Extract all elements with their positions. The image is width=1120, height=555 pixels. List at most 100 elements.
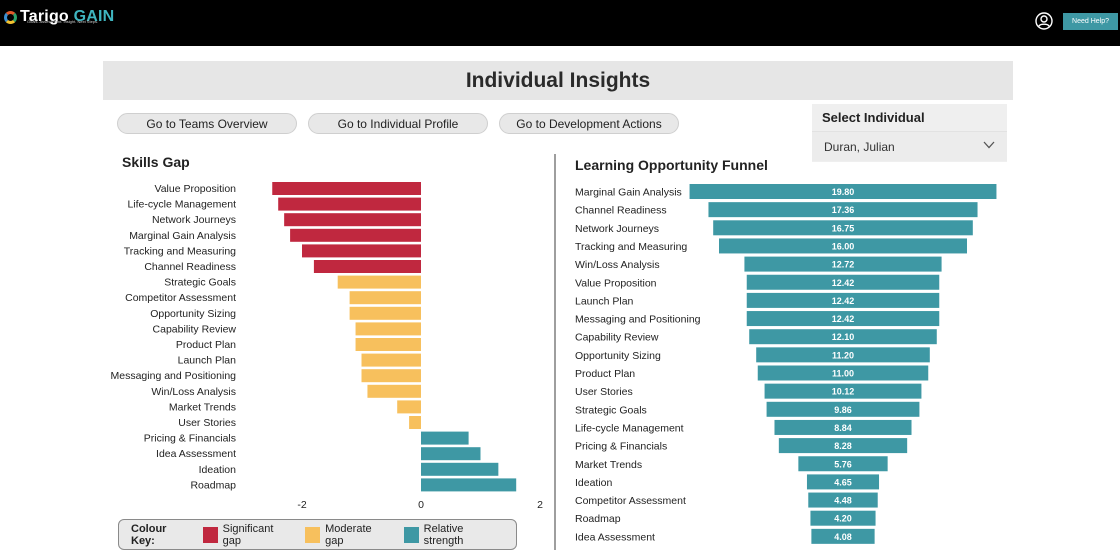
funnel-bar[interactable] [746, 311, 940, 327]
skills-gap-bar[interactable] [421, 447, 481, 461]
funnel-label: Idea Assessment [575, 531, 655, 543]
teams-overview-button[interactable]: Go to Teams Overview [117, 113, 297, 134]
funnel-bar[interactable] [756, 347, 930, 363]
funnel-bar[interactable] [713, 220, 973, 236]
skills-gap-bar[interactable] [313, 260, 421, 273]
funnel-value-label: 8.28 [834, 441, 852, 451]
funnel-value-label: 16.00 [832, 241, 855, 251]
skills-gap-label: Launch Plan [178, 355, 237, 367]
funnel-label: Pricing & Financials [575, 441, 667, 453]
funnel-bar[interactable] [719, 238, 967, 254]
funnel-bar[interactable] [764, 383, 922, 399]
skills-gap-bar[interactable] [272, 182, 421, 195]
funnel-value-label: 11.00 [832, 369, 854, 379]
funnel-bar[interactable] [746, 274, 940, 290]
funnel-label: Strategic Goals [575, 404, 647, 416]
select-individual-panel: Select Individual Duran, Julian [812, 104, 1007, 162]
key-moderate: Moderate gap [305, 523, 388, 547]
logo-ring-icon [4, 10, 17, 24]
funnel-value-label: 12.72 [832, 260, 855, 270]
funnel-label: Tracking and Measuring [575, 241, 687, 253]
funnel-label: Product Plan [575, 368, 635, 380]
skills-gap-chart: Value Proposition Life-cycle Management Ne… [111, 182, 543, 511]
funnel-bar[interactable] [806, 474, 880, 490]
funnel-value-label: 8.84 [834, 423, 852, 433]
funnel-label: Marginal Gain Analysis [575, 187, 682, 199]
skills-gap-label: Product Plan [176, 339, 236, 351]
key-significant: Significant gap [202, 523, 289, 547]
need-help-button[interactable]: Need Help? [1063, 13, 1118, 30]
funnel-label: Ideation [575, 477, 613, 489]
funnel-bar[interactable] [811, 528, 875, 544]
skills-gap-label: Competitor Assessment [125, 292, 236, 304]
skills-gap-label: User Stories [178, 417, 236, 429]
skills-gap-bar[interactable] [337, 275, 421, 289]
skills-gap-label: Capability Review [153, 323, 237, 335]
funnel-bar[interactable] [689, 184, 997, 199]
skills-gap-tick-label: 0 [418, 499, 424, 511]
skills-gap-bar[interactable] [355, 338, 421, 351]
funnel-value-label: 4.65 [834, 477, 852, 487]
funnel-title: Learning Opportunity Funnel [575, 157, 768, 173]
skills-gap-bar[interactable] [290, 228, 421, 242]
skills-gap-label: Strategic Goals [164, 277, 236, 289]
funnel-value-label: 4.48 [834, 496, 852, 506]
funnel-bar[interactable] [808, 492, 878, 508]
skills-gap-bar[interactable] [349, 306, 421, 320]
funnel-value-label: 4.20 [834, 514, 852, 524]
section-divider [554, 154, 556, 550]
individual-profile-button[interactable]: Go to Individual Profile [308, 113, 488, 134]
funnel-value-label: 12.42 [832, 278, 855, 288]
development-actions-button[interactable]: Go to Development Actions [499, 113, 679, 134]
skills-gap-bar[interactable] [409, 416, 421, 429]
skills-gap-label: Value Proposition [154, 183, 236, 195]
funnel-value-label: 10.12 [832, 387, 855, 397]
skills-gap-bar[interactable] [361, 353, 422, 367]
skills-gap-bar[interactable] [421, 431, 469, 445]
funnel-label: Opportunity Sizing [575, 350, 661, 362]
skills-gap-label: Life-cycle Management [127, 199, 236, 211]
funnel-bar[interactable] [744, 256, 942, 272]
skills-gap-bar[interactable] [421, 478, 517, 492]
skills-gap-label: Channel Readiness [144, 261, 236, 273]
skills-gap-bar[interactable] [349, 291, 421, 305]
individual-dropdown[interactable]: Duran, Julian [812, 131, 1007, 161]
learning-funnel-chart: Marginal Gain Analysis 19.80 Channel Readi… [575, 184, 997, 544]
funnel-bar[interactable] [778, 438, 908, 454]
funnel-label: Value Proposition [575, 277, 657, 289]
funnel-value-label: 4.08 [834, 532, 852, 542]
skills-gap-tick-label: -2 [297, 499, 306, 511]
funnel-bar[interactable] [798, 456, 888, 472]
funnel-bar[interactable] [810, 510, 876, 526]
brand-name: Tarigo GAIN [20, 8, 115, 25]
skills-gap-label: Marginal Gain Analysis [129, 230, 236, 242]
select-individual-title: Select Individual [822, 110, 925, 125]
colour-key-title: Colour Key: [131, 522, 167, 547]
skills-gap-title: Skills Gap [122, 154, 190, 170]
funnel-bar[interactable] [774, 419, 912, 435]
funnel-bar[interactable] [766, 401, 920, 417]
skills-gap-bar[interactable] [421, 462, 499, 476]
funnel-value-label: 17.36 [832, 205, 855, 215]
funnel-bar[interactable] [757, 365, 929, 381]
skills-gap-bar[interactable] [284, 213, 421, 227]
funnel-bar[interactable] [746, 292, 940, 308]
skills-gap-bar[interactable] [361, 369, 422, 383]
funnel-value-label: 12.42 [832, 314, 855, 324]
skills-gap-bar[interactable] [302, 244, 421, 258]
chevron-down-icon[interactable] [983, 141, 995, 149]
top-bar: Tarigo GAIN Goals. Assessment. Insight. … [0, 0, 1120, 46]
brand-logo[interactable]: Tarigo GAIN [4, 8, 114, 26]
user-circle-icon[interactable] [1035, 12, 1053, 30]
funnel-label: Life-cycle Management [575, 422, 684, 434]
skills-gap-bar[interactable] [397, 400, 421, 414]
key-strength: Relative strength [403, 523, 500, 547]
skills-gap-bar[interactable] [278, 197, 421, 211]
funnel-label: Roadmap [575, 513, 621, 525]
skills-gap-bar[interactable] [367, 384, 421, 398]
significant-swatch [202, 526, 218, 543]
funnel-bar[interactable] [749, 329, 937, 345]
funnel-value-label: 16.75 [832, 223, 855, 233]
funnel-bar[interactable] [708, 202, 978, 218]
skills-gap-bar[interactable] [355, 322, 421, 336]
